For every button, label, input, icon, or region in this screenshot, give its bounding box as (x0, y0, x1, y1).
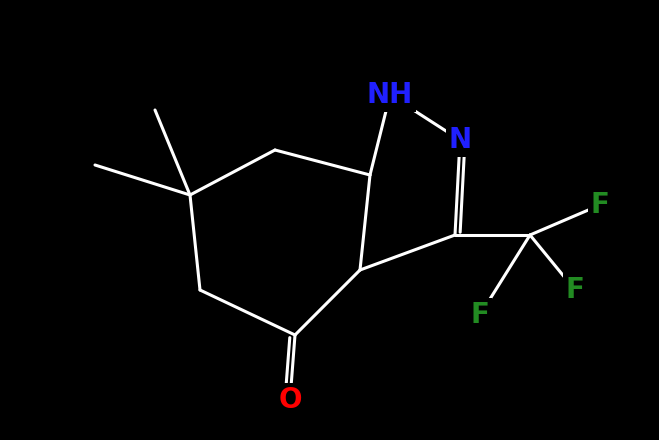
Text: O: O (278, 386, 302, 414)
Text: F: F (471, 301, 490, 329)
Text: F: F (590, 191, 610, 219)
Text: NH: NH (367, 81, 413, 109)
Text: F: F (565, 276, 585, 304)
Text: N: N (448, 126, 472, 154)
